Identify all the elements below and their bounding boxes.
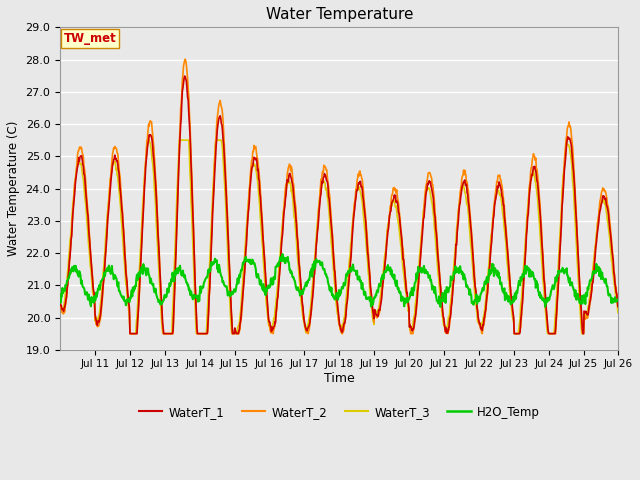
Text: TW_met: TW_met [63, 32, 116, 45]
Legend: WaterT_1, WaterT_2, WaterT_3, H2O_Temp: WaterT_1, WaterT_2, WaterT_3, H2O_Temp [134, 401, 545, 423]
Y-axis label: Water Temperature (C): Water Temperature (C) [7, 121, 20, 256]
Title: Water Temperature: Water Temperature [266, 7, 413, 22]
X-axis label: Time: Time [324, 372, 355, 385]
